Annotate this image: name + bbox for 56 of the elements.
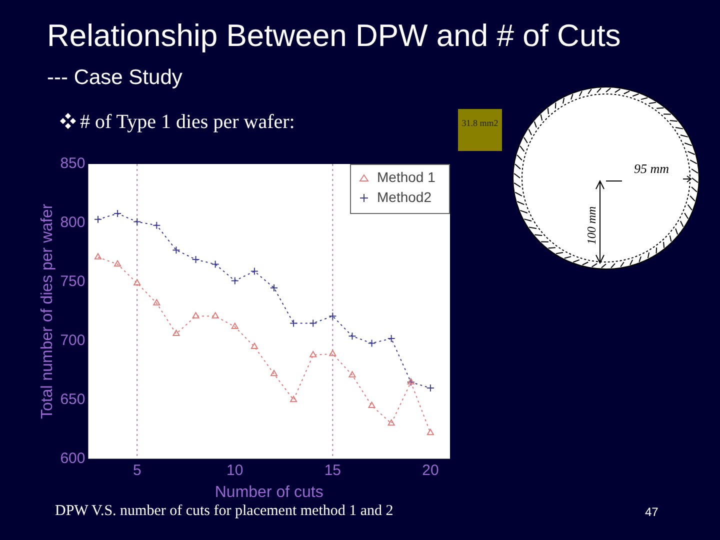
x-tick-label: 20 (422, 462, 439, 479)
point (250, 342, 258, 350)
x-tick-label: 15 (324, 462, 342, 479)
point (290, 396, 298, 402)
x-tick-label: 10 (226, 462, 244, 479)
point (348, 371, 356, 378)
point (212, 312, 219, 318)
point (388, 419, 395, 426)
legend-label: Method2 (377, 188, 432, 205)
point (368, 402, 376, 408)
point (387, 334, 396, 343)
point (152, 221, 161, 230)
y-tick-label: 600 (60, 450, 86, 467)
point (250, 267, 258, 276)
y-tick-label: 850 (60, 155, 86, 172)
point (328, 312, 337, 320)
point (348, 332, 356, 340)
point (231, 322, 238, 329)
point (192, 256, 200, 264)
point (94, 253, 102, 260)
text: DPW V.S. number of cuts for placement method 1 and 2 (55, 503, 394, 520)
chart-subtitle: --- Case Study (47, 66, 182, 90)
point (368, 339, 376, 348)
point (290, 319, 298, 328)
y-tick-label: 750 (60, 273, 86, 290)
y-tick-label: 650 (60, 390, 86, 408)
point (270, 370, 278, 376)
point (172, 330, 180, 336)
point (153, 299, 160, 306)
point (270, 284, 278, 292)
x-axis-title: Number of cuts (214, 484, 324, 501)
point (192, 312, 200, 318)
text: 31.8 mm2 (460, 117, 500, 129)
y-axis-title: Total number of dies per wafer (39, 203, 56, 420)
point (329, 350, 336, 356)
y-tick-label: 800 (60, 214, 86, 232)
point (114, 260, 122, 266)
point (309, 319, 318, 328)
text: 100 mm (584, 206, 600, 245)
point (426, 428, 434, 436)
text: # of Type 1 dies per wafer: (80, 111, 295, 134)
point (310, 351, 317, 358)
point (134, 279, 141, 286)
x-tick-label: 5 (132, 462, 142, 479)
point (230, 276, 239, 285)
legend-label: Method 1 (377, 168, 436, 185)
y-tick-label: 700 (60, 332, 86, 350)
point (94, 215, 102, 224)
point (114, 210, 122, 218)
text: 95 mm (634, 161, 670, 177)
point (426, 384, 434, 392)
point (211, 260, 220, 268)
point (133, 218, 142, 226)
chart-title: Relationship Between DPW and # of Cuts (47, 18, 621, 54)
text: 47 (645, 505, 658, 519)
point (172, 246, 180, 254)
